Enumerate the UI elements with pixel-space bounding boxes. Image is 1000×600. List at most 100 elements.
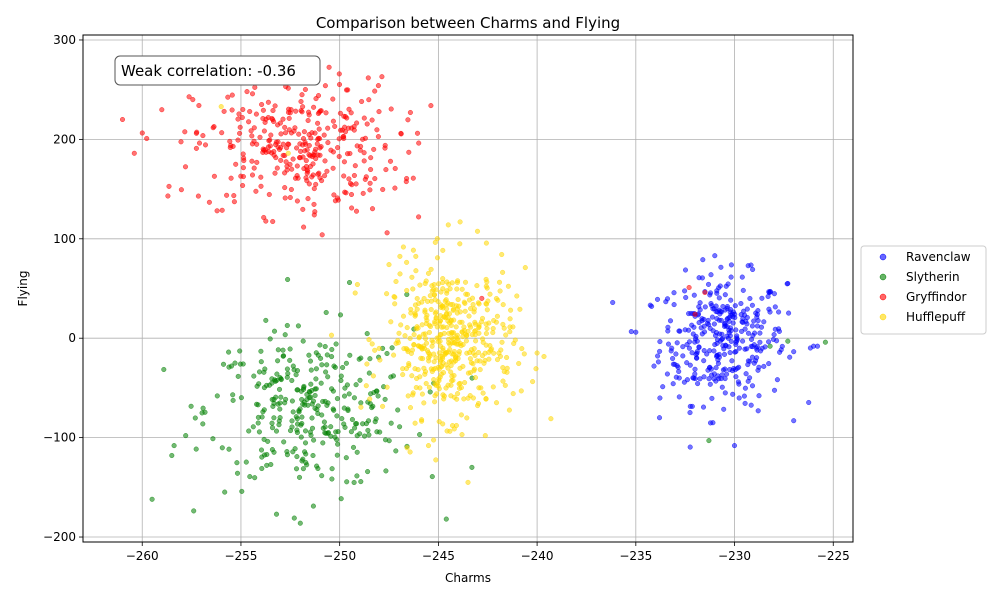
data-point [244, 89, 250, 95]
data-point [255, 420, 261, 426]
data-point [417, 374, 423, 380]
data-point [261, 369, 267, 375]
data-point [374, 127, 380, 133]
data-point [264, 382, 270, 388]
data-point [664, 296, 671, 302]
data-point [426, 329, 432, 335]
data-point [461, 324, 467, 330]
data-point [417, 432, 423, 438]
data-point [333, 429, 339, 435]
data-point [708, 272, 714, 278]
data-point [273, 428, 280, 434]
data-point [331, 192, 337, 198]
data-point [287, 110, 293, 116]
data-point [358, 404, 364, 410]
data-point [466, 313, 472, 319]
data-point [231, 193, 237, 199]
data-point [302, 86, 308, 93]
data-point [417, 282, 423, 288]
data-point [302, 449, 308, 455]
data-point [474, 228, 481, 234]
data-point [475, 403, 481, 409]
data-point [300, 466, 306, 472]
data-point [289, 398, 295, 404]
data-point [436, 281, 442, 287]
data-point [429, 474, 435, 480]
data-point [445, 300, 451, 306]
data-point [313, 156, 319, 162]
data-point [499, 251, 505, 258]
data-point [432, 399, 438, 405]
data-point [363, 174, 369, 180]
data-point [236, 111, 242, 117]
data-point [464, 415, 470, 421]
data-point [443, 350, 449, 356]
data-point [687, 444, 693, 450]
data-point [457, 241, 463, 247]
data-point [227, 138, 233, 144]
data-point [319, 412, 325, 418]
data-point [745, 330, 752, 336]
data-point [770, 336, 776, 342]
data-point [296, 155, 303, 161]
data-point [354, 281, 360, 288]
data-point [287, 161, 293, 167]
data-point [437, 318, 443, 324]
data-point [432, 393, 438, 399]
data-point [733, 374, 739, 380]
data-point [491, 317, 497, 324]
data-point [507, 324, 513, 330]
data-point [504, 365, 510, 371]
data-point [462, 380, 468, 386]
data-point [287, 194, 293, 201]
data-point [364, 121, 370, 127]
data-point [166, 183, 172, 189]
data-point [676, 375, 682, 381]
data-point [328, 332, 335, 338]
data-point [334, 452, 340, 458]
data-point [211, 173, 217, 179]
data-point [758, 324, 765, 330]
data-point [311, 437, 317, 443]
data-point [494, 357, 501, 363]
data-point [315, 120, 321, 126]
data-point [724, 303, 730, 310]
data-point [255, 402, 261, 408]
data-point [366, 432, 372, 438]
data-point [356, 356, 362, 362]
data-point [382, 396, 388, 402]
data-point [484, 307, 490, 313]
data-point [447, 286, 453, 292]
data-point [418, 355, 424, 361]
x-tick-label: −230 [718, 549, 751, 563]
data-point [680, 344, 686, 350]
data-point [465, 479, 471, 485]
data-point [610, 299, 616, 306]
data-point [291, 515, 297, 521]
data-point [333, 341, 339, 347]
data-point [429, 283, 435, 289]
data-point [369, 117, 375, 123]
data-point [548, 416, 554, 422]
data-point [689, 403, 695, 409]
data-point [314, 141, 320, 147]
data-point [388, 106, 394, 112]
data-point [692, 339, 698, 345]
data-point [742, 400, 748, 406]
data-point [171, 443, 177, 449]
data-point [302, 440, 309, 446]
data-point [332, 364, 338, 370]
data-point [714, 290, 720, 296]
data-point [251, 125, 257, 131]
data-point [692, 371, 698, 377]
data-point [360, 136, 366, 142]
data-point [397, 271, 403, 277]
data-point [730, 391, 736, 397]
data-point [339, 416, 345, 422]
data-point [351, 395, 357, 401]
data-point [290, 409, 296, 415]
data-point [692, 376, 698, 382]
data-point [330, 96, 336, 102]
data-point [633, 329, 639, 335]
data-point [719, 336, 725, 342]
